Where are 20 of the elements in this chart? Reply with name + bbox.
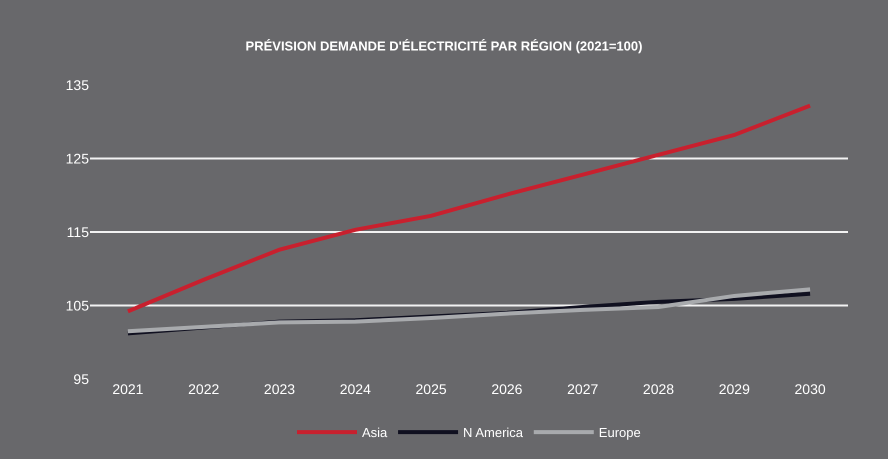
x-tick-label: 2026 xyxy=(491,381,523,397)
x-tick-label: 2023 xyxy=(264,381,296,397)
legend-label: Asia xyxy=(362,425,388,440)
line-series xyxy=(126,104,812,314)
x-tick-label: 2021 xyxy=(112,381,144,397)
y-tick-label: 135 xyxy=(66,76,90,93)
y-tick-label: 105 xyxy=(66,297,90,314)
legend-label: N America xyxy=(463,425,524,440)
x-tick-label: 2027 xyxy=(567,381,598,397)
y-tick-label: 115 xyxy=(66,224,90,240)
x-tick-label: 2028 xyxy=(642,381,674,397)
y-tick-label: 125 xyxy=(66,150,90,166)
x-tick-label: 2030 xyxy=(794,381,826,397)
x-tick-label: 2025 xyxy=(416,381,447,397)
x-tick-label: 2024 xyxy=(340,381,372,397)
legend-label: Europe xyxy=(598,425,641,440)
chart-title: PRÉVISION DEMANDE D'ÉLECTRICITÉ PAR RÉGION (2021=100) xyxy=(246,38,642,54)
x-tick-label: 2029 xyxy=(718,381,750,397)
y-tick-label: 95 xyxy=(73,370,90,387)
x-tick-label: 2022 xyxy=(188,381,220,397)
